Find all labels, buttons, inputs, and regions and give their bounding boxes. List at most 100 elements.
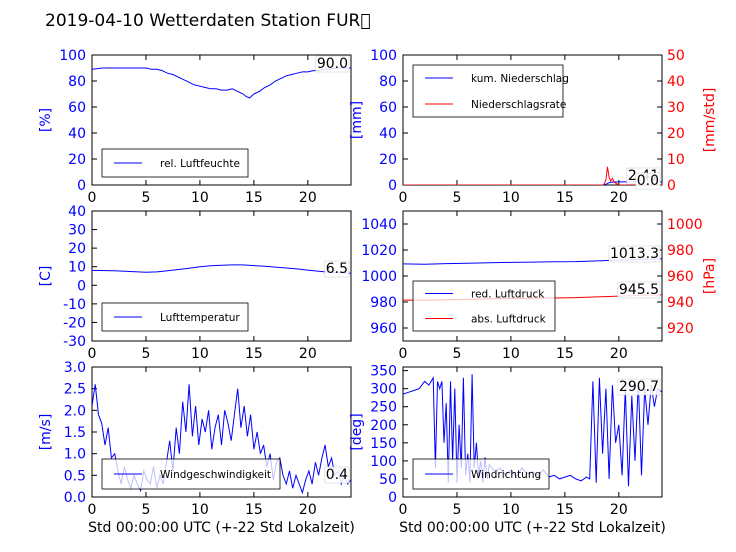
y-tick-label: 300 xyxy=(370,382,397,398)
panel-temperature: 0 5 10 15 20 -30 -20 -10 0 10 20 30 40 [C] Lufttempera… xyxy=(38,204,352,362)
x-tick-label: 0 xyxy=(88,346,97,362)
x-tick-label: 5 xyxy=(452,502,461,518)
x-tick-label: 10 xyxy=(502,502,520,518)
y-tick-label: 1.5 xyxy=(64,425,86,441)
y-tick-label: 40 xyxy=(379,126,397,142)
legend-label: abs. Luftdruck xyxy=(471,314,547,326)
y-tick-label: 1020 xyxy=(361,243,397,259)
y-tick-label: 2.0 xyxy=(64,403,86,419)
panel-precipitation: 0 5 10 15 20 0 20 40 60 80 100 0 10 20 30 40 50 [mm] [mm/s… xyxy=(349,48,718,206)
last-value-label: 945.5 xyxy=(619,282,659,298)
y-tick-label: -30 xyxy=(63,334,86,350)
y-tick-label-right: 10 xyxy=(667,152,685,168)
x-tick-label: 20 xyxy=(299,346,317,362)
y-tick-label: 0.5 xyxy=(64,468,86,484)
legend-box xyxy=(412,280,556,332)
x-axis-label: Std 00:00:00 UTC (+-22 Std Lokalzeit) xyxy=(88,520,355,536)
y-tick-label: -10 xyxy=(63,297,86,313)
last-value-bg xyxy=(315,55,350,73)
x-tick-label: 10 xyxy=(191,190,209,206)
y-tick-label: 100 xyxy=(370,48,397,64)
x-tick-label: 5 xyxy=(141,346,150,362)
y-tick-label-right: 980 xyxy=(667,243,694,259)
x-tick-label: 15 xyxy=(245,346,263,362)
y-axis-label: [C] xyxy=(38,266,54,287)
x-tick-label: 5 xyxy=(452,346,461,362)
y-tick-label: 10 xyxy=(68,260,86,276)
panel-windspeed: 0 5 10 15 20 0.0 0.5 1.0 1.5 2.0 2.5 3.0 [m/s] Std 00… xyxy=(38,360,355,536)
y-axis-label: [deg] xyxy=(349,413,365,450)
figure-title: 2019-04-10 Wetterdaten Station FUR  xyxy=(45,11,371,31)
x-tick-label: 0 xyxy=(399,346,408,362)
x-tick-label: 20 xyxy=(299,502,317,518)
x-tick-label: 0 xyxy=(88,190,97,206)
y-tick-label: 20 xyxy=(379,152,397,168)
legend-label: kum. Niederschlag xyxy=(471,73,569,85)
y-axis-label: [%] xyxy=(38,108,54,132)
last-value-label: 90.0 xyxy=(317,56,348,72)
y-tick-label: -20 xyxy=(63,315,86,331)
legend-label: Niederschlagsrate xyxy=(471,99,566,111)
last-value-label: 6.5 xyxy=(326,261,348,277)
y-tick-label: 100 xyxy=(59,48,86,64)
y-tick-label: 150 xyxy=(370,436,397,452)
y-tick-label: 20 xyxy=(68,241,86,257)
y-tick-label: 2.5 xyxy=(64,382,86,398)
last-value-label: 0.4 xyxy=(326,467,348,483)
x-axis-label: Std 00:00:00 UTC (+-22 Std Lokalzeit) xyxy=(399,520,666,536)
legend-box xyxy=(412,64,564,118)
y-axis-label-right: [hPa] xyxy=(702,258,718,294)
legend-label: Windrichtung xyxy=(471,469,541,481)
x-tick-label: 15 xyxy=(556,502,574,518)
legend-label: red. Luftdruck xyxy=(471,289,545,301)
y-tick-label: 1040 xyxy=(361,217,397,233)
y-tick-label: 40 xyxy=(68,126,86,142)
y-tick-label: 0 xyxy=(388,490,397,506)
y-tick-label-right: 20 xyxy=(667,126,685,142)
x-tick-label: 15 xyxy=(556,346,574,362)
y-tick-label: 200 xyxy=(370,418,397,434)
y-tick-label: 0.0 xyxy=(64,490,86,506)
y-tick-label-right: 50 xyxy=(667,48,685,64)
legend-label: rel. Luftfeuchte xyxy=(160,158,240,170)
last-value-bg xyxy=(617,378,661,396)
last-value-bg xyxy=(608,245,661,263)
last-value-label: 1013.3 xyxy=(610,246,659,262)
last-value-label: 0.0 xyxy=(637,173,659,189)
last-value-bg xyxy=(617,281,661,299)
x-tick-label: 0 xyxy=(399,502,408,518)
y-tick-label: 0 xyxy=(77,178,86,194)
y-tick-label: 0 xyxy=(77,278,86,294)
y-tick-label-right: 40 xyxy=(667,74,685,90)
x-tick-label: 10 xyxy=(502,346,520,362)
panel-humidity: 0 5 10 15 20 0 20 40 60 80 100 [%] rel. Luftfeuchte 9… xyxy=(38,48,352,206)
y-tick-label-right: 30 xyxy=(667,100,685,116)
x-tick-label: 10 xyxy=(502,190,520,206)
x-tick-label: 5 xyxy=(452,190,461,206)
y-tick-label-right: 1000 xyxy=(667,217,703,233)
x-tick-label: 0 xyxy=(88,502,97,518)
x-tick-label: 5 xyxy=(141,502,150,518)
x-tick-label: 15 xyxy=(245,190,263,206)
x-tick-label: 15 xyxy=(245,502,263,518)
y-tick-label: 60 xyxy=(68,100,86,116)
last-value-bg xyxy=(324,260,350,278)
y-tick-label: 250 xyxy=(370,400,397,416)
y-axis-label: [m/s] xyxy=(38,414,54,451)
x-tick-label: 10 xyxy=(191,346,209,362)
y-tick-label: 40 xyxy=(68,204,86,220)
x-tick-label: 10 xyxy=(191,502,209,518)
x-tick-label: 20 xyxy=(610,346,628,362)
y-tick-label: 3.0 xyxy=(64,360,86,376)
last-value-label: 290.7 xyxy=(619,379,659,395)
x-tick-label: 20 xyxy=(610,502,628,518)
series-line-1 xyxy=(92,67,351,99)
y-tick-label: 60 xyxy=(379,100,397,116)
y-axis-label-right: [mm/std] xyxy=(702,88,718,153)
last-value-bg xyxy=(324,466,350,484)
y-tick-label-right: 960 xyxy=(667,269,694,285)
y-tick-label: 960 xyxy=(370,321,397,337)
y-tick-label: 20 xyxy=(68,152,86,168)
